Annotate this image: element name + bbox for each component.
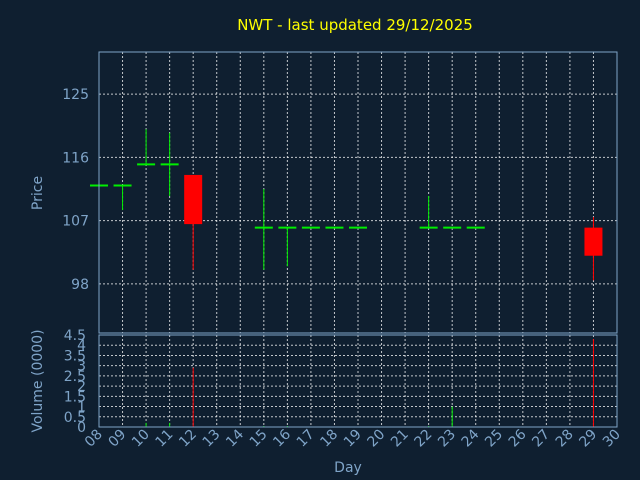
candle-body (184, 174, 203, 225)
volume-tick-label: 3.5 (64, 348, 86, 364)
volume-tick-label: 0.5 (64, 410, 86, 426)
volume-tick-label: 0 (77, 420, 86, 436)
price-tick-label: 125 (62, 87, 89, 103)
volume-tick-label: 4 (77, 338, 86, 354)
price-axis-label: Price (30, 176, 46, 210)
volume-plot-frame (98, 334, 618, 428)
x-tick-labels: 08 09 10 11 12 13 14 15 16 17 18 19 20 21 22 23 24 25 26 27… (82, 426, 624, 450)
volume-tick-label: 2 (77, 379, 86, 395)
volume-tick-label: 2.5 (64, 369, 86, 385)
volume-tick-label: 1 (77, 400, 86, 416)
price-tick-label: 116 (62, 150, 89, 166)
volume-panel: 00.511.522.533.544.5 (64, 328, 618, 436)
price-panel: 98 107 116 125 (62, 51, 618, 334)
volume-tick-label: 4.5 (64, 328, 86, 344)
volume-axis-label: Volume (0000) (30, 329, 46, 432)
volume-tick-label: 1.5 (64, 389, 86, 405)
volume-tick-label: 3 (77, 359, 86, 375)
x-axis-label: Day (334, 460, 362, 476)
chart-title: NWT - last updated 29/12/2025 (237, 16, 473, 34)
candle-body (584, 227, 603, 256)
price-tick-label: 98 (71, 277, 89, 293)
price-tick-label: 107 (62, 214, 89, 230)
price-plot-frame (98, 51, 618, 334)
